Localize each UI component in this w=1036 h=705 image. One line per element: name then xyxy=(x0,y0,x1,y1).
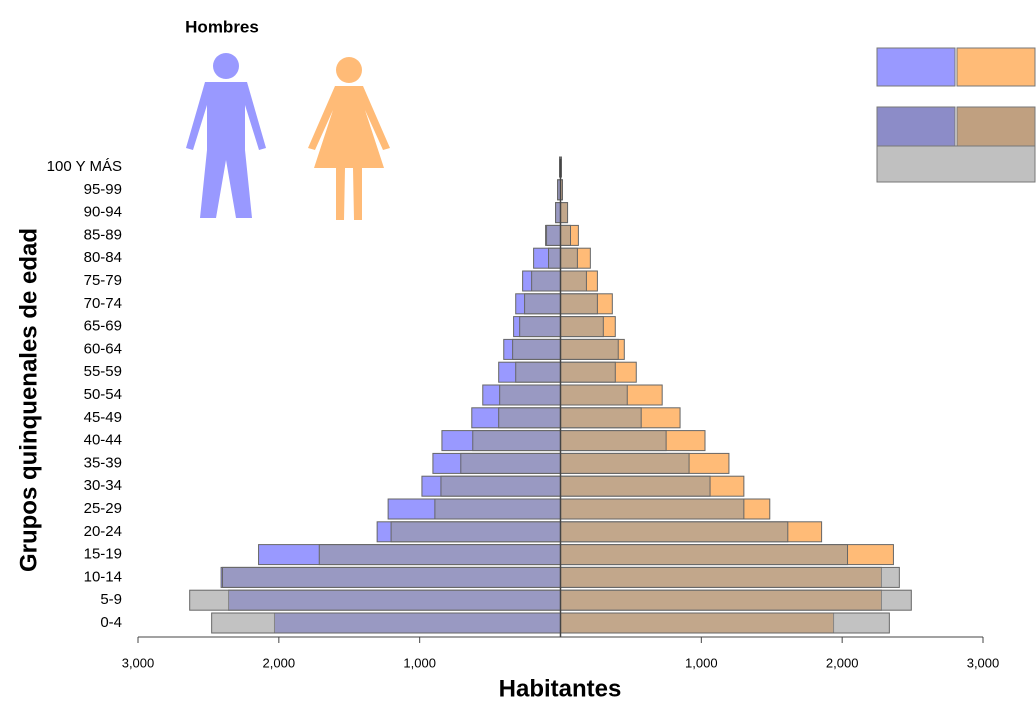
y-tick-label: 80-84 xyxy=(84,249,122,266)
y-tick-label: 15-19 xyxy=(84,546,122,563)
bar xyxy=(440,475,561,497)
bar xyxy=(560,224,571,246)
y-tick-label: 50-54 xyxy=(84,386,122,403)
y-tick-label: 60-64 xyxy=(84,340,122,357)
bar xyxy=(560,338,619,360)
y-tick-label: 40-44 xyxy=(84,432,122,449)
y-tick-label: 85-89 xyxy=(84,226,122,243)
x-tick-label: 3,000 xyxy=(122,655,155,670)
bar xyxy=(560,452,690,474)
legend xyxy=(876,47,1036,183)
bar xyxy=(222,566,561,588)
y-tick-label: 5-9 xyxy=(100,591,122,608)
bar xyxy=(560,270,587,292)
bar xyxy=(560,407,642,429)
bar xyxy=(560,316,604,338)
y-tick-label: 90-94 xyxy=(84,204,122,221)
y-tick-label: 75-79 xyxy=(84,272,122,289)
bar xyxy=(560,566,900,588)
bar xyxy=(560,361,616,383)
y-tick-label: 10-14 xyxy=(84,568,122,585)
x-tick-label: 2,000 xyxy=(826,655,859,670)
bar xyxy=(499,384,562,406)
bar xyxy=(560,293,598,315)
x-tick-label: 3,000 xyxy=(967,655,1000,670)
legend-swatch xyxy=(956,47,1036,87)
y-tick-label: 95-99 xyxy=(84,181,122,198)
female-icon xyxy=(308,57,390,220)
legend-swatch xyxy=(876,145,1036,183)
y-tick-label: 0-4 xyxy=(100,614,122,631)
bar xyxy=(560,384,628,406)
y-tick-label: 70-74 xyxy=(84,295,122,312)
legend-swatch xyxy=(876,47,956,87)
bar xyxy=(524,293,562,315)
x-tick-label: 1,000 xyxy=(685,655,718,670)
bar xyxy=(560,475,711,497)
y-tick-label: 45-49 xyxy=(84,409,122,426)
y-tick-label: 25-29 xyxy=(84,500,122,517)
y-tick-label: 55-59 xyxy=(84,363,122,380)
bar xyxy=(498,407,561,429)
bar xyxy=(560,247,578,269)
bar xyxy=(189,589,562,611)
y-axis-title: Grupos quinquenales de edad xyxy=(15,228,42,572)
bar xyxy=(519,316,561,338)
chart-title: Hombres xyxy=(185,17,259,36)
bar xyxy=(318,544,561,566)
bar xyxy=(560,430,667,452)
y-tick-label: 100 Y MÁS xyxy=(47,158,122,175)
bar xyxy=(560,544,849,566)
bar xyxy=(546,224,561,246)
y-tick-label: 20-24 xyxy=(84,523,122,540)
x-axis-title: Habitantes xyxy=(499,675,622,702)
bar xyxy=(560,589,912,611)
x-tick-label: 1,000 xyxy=(403,655,436,670)
bar xyxy=(460,452,562,474)
bar xyxy=(472,430,561,452)
bar xyxy=(434,498,562,520)
bar xyxy=(512,338,561,360)
y-tick-label: 65-69 xyxy=(84,318,122,335)
bar xyxy=(560,612,890,634)
legend-swatch xyxy=(956,106,1036,147)
bar xyxy=(560,498,745,520)
y-tick-label: 35-39 xyxy=(84,454,122,471)
bar xyxy=(390,521,562,543)
legend-swatch xyxy=(876,106,956,147)
bar xyxy=(515,361,562,383)
x-tick-label: 2,000 xyxy=(263,655,296,670)
bar xyxy=(531,270,561,292)
bar xyxy=(211,612,562,634)
bar xyxy=(560,521,789,543)
y-tick-label: 30-34 xyxy=(84,477,122,494)
bar xyxy=(548,247,562,269)
male-icon xyxy=(186,53,266,218)
bar xyxy=(560,202,569,224)
